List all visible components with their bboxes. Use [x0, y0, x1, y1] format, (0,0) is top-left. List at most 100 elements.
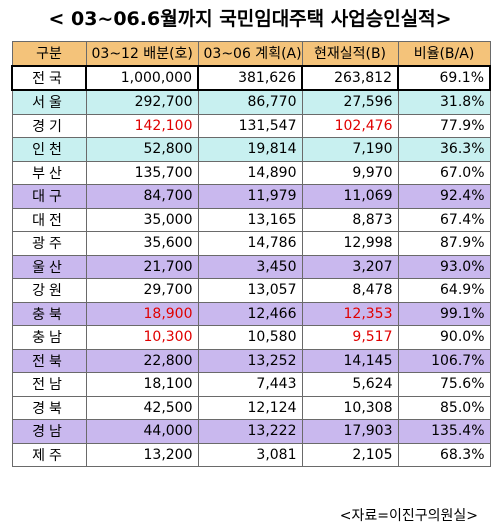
allocation-cell: 10,300	[85, 325, 199, 350]
allocation-cell: 44,000	[85, 419, 199, 444]
page-title: < 03~06.6월까지 국민임대주택 사업승인실적>	[48, 8, 452, 30]
ratio-cell: 135.4%	[397, 419, 491, 444]
plan-cell: 12,466	[197, 301, 303, 326]
actual-cell: 12,353	[301, 301, 399, 326]
allocation-cell: 35,000	[85, 207, 199, 232]
ratio-cell: 31.8%	[397, 89, 491, 115]
ratio-cell: 92.4%	[397, 184, 491, 209]
actual-cell: 14,145	[301, 348, 399, 373]
actual-cell: 9,970	[301, 160, 399, 185]
ratio-cell: 68.3%	[397, 442, 491, 467]
region-cell: 광주	[11, 231, 87, 256]
region-cell: 대전	[11, 207, 87, 232]
ratio-cell: 87.9%	[397, 231, 491, 256]
allocation-cell: 84,700	[85, 184, 199, 209]
region-cell: 경기	[11, 113, 87, 138]
region-cell: 서울	[11, 89, 87, 115]
source-note: <자료=이진구의원실>	[339, 508, 478, 524]
region-cell: 충남	[11, 325, 87, 350]
table-row: 전남 18,100 7,443 5,624 75.6%	[11, 372, 491, 397]
header-region: 구분	[11, 41, 87, 66]
ratio-cell: 67.4%	[397, 207, 491, 232]
actual-cell: 102,476	[301, 113, 399, 138]
table-row-total: 전국 1,000,000 381,626 263,812 69.1%	[11, 64, 491, 91]
actual-cell: 10,308	[301, 395, 399, 420]
allocation-cell: 142,100	[85, 113, 199, 138]
actual-cell: 12,998	[301, 231, 399, 256]
actual-cell: 5,624	[301, 372, 399, 397]
allocation-cell: 42,500	[85, 395, 199, 420]
actual-cell: 17,903	[301, 419, 399, 444]
region-cell: 전국	[11, 64, 87, 91]
header-row: 구분 03~12 배분(호) 03~06 계획(A) 현재실적(B) 비율(B/…	[11, 41, 491, 66]
table-row: 제주 13,200 3,081 2,105 68.3%	[11, 442, 491, 467]
plan-cell: 86,770	[197, 89, 303, 115]
table-row: 인천 52,800 19,814 7,190 36.3%	[11, 137, 491, 162]
table-row: 울산 21,700 3,450 3,207 93.0%	[11, 254, 491, 279]
plan-cell: 13,057	[197, 278, 303, 303]
table-row: 서울 292,700 86,770 27,596 31.8%	[11, 89, 491, 115]
region-cell: 인천	[11, 137, 87, 162]
ratio-cell: 64.9%	[397, 278, 491, 303]
plan-cell: 11,979	[197, 184, 303, 209]
ratio-cell: 90.0%	[397, 325, 491, 350]
allocation-cell: 35,600	[85, 231, 199, 256]
plan-cell: 14,890	[197, 160, 303, 185]
plan-cell: 10,580	[197, 325, 303, 350]
housing-approval-table: 구분 03~12 배분(호) 03~06 계획(A) 현재실적(B) 비율(B/…	[11, 41, 491, 467]
region-cell: 경북	[11, 395, 87, 420]
table-row: 부산 135,700 14,890 9,970 67.0%	[11, 160, 491, 185]
plan-cell: 3,081	[197, 442, 303, 467]
plan-cell: 3,450	[197, 254, 303, 279]
region-cell: 경남	[11, 419, 87, 444]
actual-cell: 8,873	[301, 207, 399, 232]
ratio-cell: 77.9%	[397, 113, 491, 138]
plan-cell: 13,252	[197, 348, 303, 373]
region-cell: 충북	[11, 301, 87, 326]
header-plan: 03~06 계획(A)	[197, 41, 303, 66]
actual-cell: 263,812	[301, 64, 399, 91]
region-cell: 전남	[11, 372, 87, 397]
table-row: 경남 44,000 13,222 17,903 135.4%	[11, 419, 491, 444]
table-row: 강원 29,700 13,057 8,478 64.9%	[11, 278, 491, 303]
ratio-cell: 99.1%	[397, 301, 491, 326]
ratio-cell: 67.0%	[397, 160, 491, 185]
plan-cell: 13,222	[197, 419, 303, 444]
allocation-cell: 292,700	[85, 89, 199, 115]
ratio-cell: 106.7%	[397, 348, 491, 373]
ratio-cell: 75.6%	[397, 372, 491, 397]
plan-cell: 13,165	[197, 207, 303, 232]
table-row: 대구 84,700 11,979 11,069 92.4%	[11, 184, 491, 209]
allocation-cell: 21,700	[85, 254, 199, 279]
plan-cell: 12,124	[197, 395, 303, 420]
plan-cell: 131,547	[197, 113, 303, 138]
allocation-cell: 29,700	[85, 278, 199, 303]
ratio-cell: 85.0%	[397, 395, 491, 420]
allocation-cell: 18,900	[85, 301, 199, 326]
region-cell: 전북	[11, 348, 87, 373]
allocation-cell: 135,700	[85, 160, 199, 185]
table-row: 충남 10,300 10,580 9,517 90.0%	[11, 325, 491, 350]
allocation-cell: 18,100	[85, 372, 199, 397]
actual-cell: 9,517	[301, 325, 399, 350]
table-row: 대전 35,000 13,165 8,873 67.4%	[11, 207, 491, 232]
region-cell: 강원	[11, 278, 87, 303]
actual-cell: 27,596	[301, 89, 399, 115]
ratio-cell: 93.0%	[397, 254, 491, 279]
actual-cell: 11,069	[301, 184, 399, 209]
plan-cell: 7,443	[197, 372, 303, 397]
plan-cell: 19,814	[197, 137, 303, 162]
table-row: 경북 42,500 12,124 10,308 85.0%	[11, 395, 491, 420]
header-allocation: 03~12 배분(호)	[85, 41, 199, 66]
region-cell: 부산	[11, 160, 87, 185]
allocation-cell: 13,200	[85, 442, 199, 467]
table-row: 전북 22,800 13,252 14,145 106.7%	[11, 348, 491, 373]
header-actual: 현재실적(B)	[301, 41, 399, 66]
actual-cell: 7,190	[301, 137, 399, 162]
table-row: 경기 142,100 131,547 102,476 77.9%	[11, 113, 491, 138]
plan-cell: 381,626	[197, 64, 303, 91]
region-cell: 제주	[11, 442, 87, 467]
ratio-cell: 36.3%	[397, 137, 491, 162]
allocation-cell: 22,800	[85, 348, 199, 373]
table-row: 광주 35,600 14,786 12,998 87.9%	[11, 231, 491, 256]
